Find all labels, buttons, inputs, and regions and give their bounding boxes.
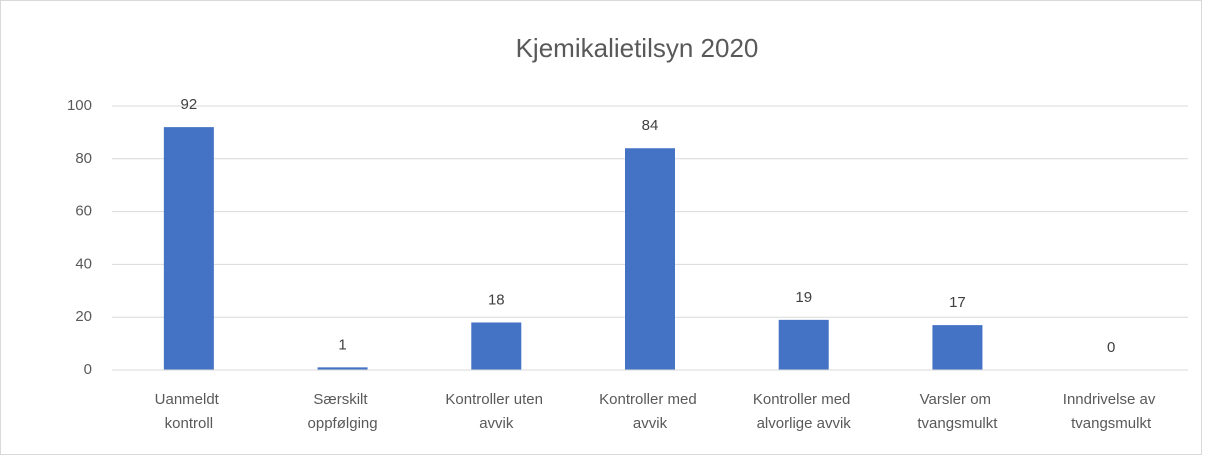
- bar: [625, 148, 675, 370]
- bar: [932, 325, 983, 370]
- data-label: 1: [338, 336, 346, 353]
- data-label: 17: [949, 294, 966, 311]
- x-tick-label: Varsler om tvangsmulkt: [917, 391, 998, 432]
- chart-title: Kjemikalietilsyn 2020: [516, 33, 759, 63]
- x-tick-label: Uanmeldt kontroll: [155, 391, 223, 432]
- y-tick-label: 100: [67, 97, 92, 114]
- x-tick-label: Særskilt oppfølging: [308, 391, 378, 432]
- x-tick-label: Kontroller med alvorlige avvik: [753, 391, 855, 432]
- x-tick-label: Kontroller med avvik: [599, 391, 701, 432]
- data-label: 19: [795, 289, 812, 306]
- bar: [317, 367, 368, 370]
- y-tick-label: 60: [75, 203, 92, 220]
- y-tick-label: 80: [75, 150, 92, 167]
- data-label: 92: [181, 96, 198, 113]
- data-label: 18: [488, 291, 505, 308]
- x-tick-label: Kontroller uten avvik: [445, 391, 547, 432]
- bar: [471, 322, 522, 370]
- y-tick-label: 40: [75, 255, 92, 272]
- data-label: 0: [1107, 339, 1115, 356]
- y-tick-label: 0: [84, 361, 92, 378]
- y-tick-label: 20: [75, 308, 92, 325]
- bar: [163, 127, 214, 371]
- data-label: 84: [642, 117, 659, 134]
- bar: [778, 319, 829, 370]
- x-tick-label: Inndrivelse av tvangsmulkt: [1063, 391, 1160, 432]
